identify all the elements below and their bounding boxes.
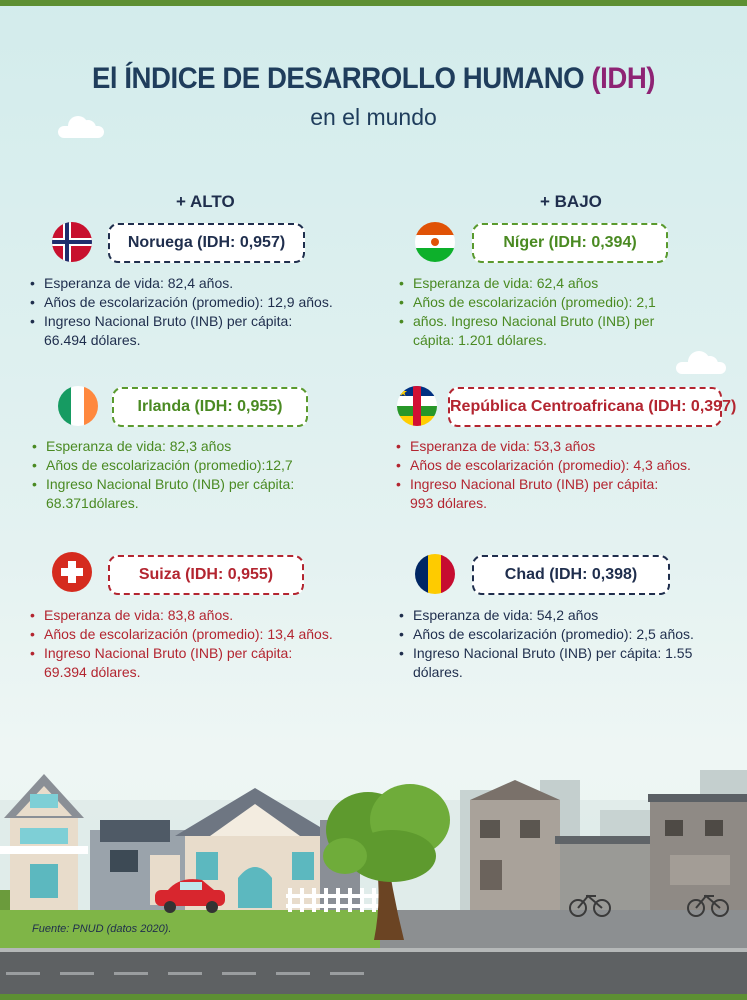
central-african-republic-flag-icon [397, 386, 437, 426]
list-item: 66.494 dólares. [44, 332, 141, 348]
list-item: Ingreso Nacional Bruto (INB) per cápita:… [399, 644, 729, 663]
list-item: Esperanza de vida: 53,3 años [396, 437, 726, 456]
norway-idh-label: Noruega (IDH: 0,957) [108, 223, 305, 263]
list-item: Ingreso Nacional Bruto (INB) per cápita: [30, 644, 360, 663]
list-item: Años de escolarización (promedio): 4,3 a… [396, 456, 726, 475]
list-item: Ingreso Nacional Bruto (INB) per cápita: [30, 312, 360, 331]
list-item: Esperanza de vida: 83,8 años. [30, 606, 360, 625]
norway-stats-list: Esperanza de vida: 82,4 años. Años de es… [30, 274, 360, 350]
chad-idh-label: Chad (IDH: 0,398) [472, 555, 670, 595]
list-item: Esperanza de vida: 54,2 años [399, 606, 729, 625]
list-item: cápita: 1.201 dólares. [413, 332, 547, 348]
list-item: 69.394 dólares. [44, 664, 141, 680]
list-item: Años de escolarización (promedio):12,7 [32, 456, 362, 475]
ireland-idh-label: Irlanda (IDH: 0,955) [112, 387, 308, 427]
ireland-stats-list: Esperanza de vida: 82,3 años Años de esc… [32, 437, 362, 513]
list-item: Esperanza de vida: 82,3 años [32, 437, 362, 456]
chad-stats-list: Esperanza de vida: 54,2 años Años de esc… [399, 606, 729, 682]
central-african-republic-stats-list: Esperanza de vida: 53,3 años Años de esc… [396, 437, 726, 513]
list-item: Ingreso Nacional Bruto (INB) per cápita: [32, 475, 362, 494]
page-subtitle: en el mundo [310, 104, 437, 130]
list-item: Esperanza de vida: 62,4 años [399, 274, 729, 293]
list-item: Esperanza de vida: 82,4 años. [30, 274, 360, 293]
title-accent: (IDH) [591, 62, 656, 95]
niger-flag-icon [415, 222, 455, 262]
bottom-border [0, 994, 747, 1000]
city-illustration [0, 770, 747, 994]
list-item: Ingreso Nacional Bruto (INB) per cápita: [396, 475, 726, 494]
switzerland-idh-label: Suiza (IDH: 0,955) [108, 555, 304, 595]
list-item: Años de escolarización (promedio): 2,5 a… [399, 625, 729, 644]
central-african-republic-idh-label: República Centroafricana (IDH: 0,397) [448, 387, 736, 427]
column-heading-low: + BAJO [540, 192, 602, 211]
cloud-icon [58, 116, 104, 138]
switzerland-stats-list: Esperanza de vida: 83,8 años. Años de es… [30, 606, 360, 682]
list-item: Años de escolarización (promedio): 12,9 … [30, 293, 360, 312]
source-note: Fuente: PNUD (datos 2020). [32, 923, 172, 935]
list-item: 993 dólares. [410, 495, 488, 511]
top-border [0, 0, 747, 6]
niger-idh-label: Níger (IDH: 0,394) [472, 223, 668, 263]
norway-flag-icon [52, 222, 92, 262]
page-title: El ÍNDICE DE DESARROLLO HUMANO (IDH) [30, 62, 717, 96]
list-item: años. Ingreso Nacional Bruto (INB) per [399, 312, 729, 331]
list-item: dólares. [413, 664, 463, 680]
list-item: Años de escolarización (promedio): 13,4 … [30, 625, 360, 644]
switzerland-flag-icon [52, 552, 92, 592]
cloud-icon [676, 351, 726, 374]
list-item: 68.371dólares. [46, 495, 139, 511]
chad-flag-icon [415, 554, 455, 594]
ireland-flag-icon [58, 386, 98, 426]
column-heading-high: + ALTO [176, 192, 235, 211]
niger-stats-list: Esperanza de vida: 62,4 años Años de esc… [399, 274, 729, 350]
list-item: Años de escolarización (promedio): 2,1 [399, 293, 729, 312]
title-main: El ÍNDICE DE DESARROLLO HUMANO [91, 62, 585, 95]
